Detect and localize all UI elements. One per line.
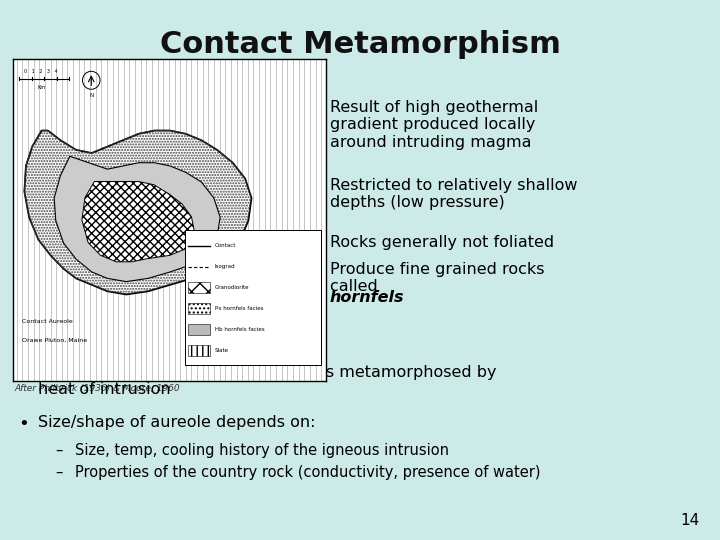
Text: Hb hornfels facies: Hb hornfels facies (215, 327, 264, 332)
Text: Orawe Pluton, Maine: Orawe Pluton, Maine (22, 338, 88, 343)
Text: •: • (318, 100, 329, 118)
Bar (189, 282, 210, 293)
Text: •: • (18, 365, 29, 383)
Text: N: N (89, 93, 94, 98)
Text: Px hornfels facies: Px hornfels facies (215, 306, 264, 311)
Text: Restricted to relatively shallow
depths (low pressure): Restricted to relatively shallow depths … (330, 178, 577, 211)
Text: Slate: Slate (215, 348, 229, 353)
Text: Rocks generally not foliated: Rocks generally not foliated (330, 235, 554, 250)
Bar (189, 303, 210, 314)
Text: •: • (18, 415, 29, 433)
Text: Contact Metamorphism: Contact Metamorphism (160, 30, 560, 59)
Text: 0   1   2   3   4: 0 1 2 3 4 (24, 69, 58, 74)
Text: Size, temp, cooling history of the igneous intrusion: Size, temp, cooling history of the igneo… (75, 443, 449, 458)
Text: Contact aureole = surrounding rocks metamorphosed by
heat of intrusion: Contact aureole = surrounding rocks meta… (38, 365, 497, 397)
Text: Isograd: Isograd (215, 264, 235, 269)
Text: Produce fine grained rocks
called: Produce fine grained rocks called (330, 262, 544, 294)
Bar (189, 345, 210, 356)
Text: –: – (55, 465, 63, 480)
Text: Size/shape of aureole depends on:: Size/shape of aureole depends on: (38, 415, 315, 430)
Text: After Philbrick (1936) & Moore, 1960: After Philbrick (1936) & Moore, 1960 (14, 384, 179, 393)
Text: Contact: Contact (215, 243, 236, 248)
Text: •: • (318, 178, 329, 196)
Text: •: • (318, 235, 329, 253)
Text: •: • (318, 262, 329, 280)
Text: hornfels: hornfels (330, 290, 405, 305)
Text: Granodiorite: Granodiorite (215, 285, 249, 290)
Text: Km: Km (37, 85, 45, 90)
Text: 14: 14 (680, 513, 700, 528)
Text: Result of high geothermal
gradient produced locally
around intruding magma: Result of high geothermal gradient produ… (330, 100, 539, 150)
Text: Properties of the country rock (conductivity, presence of water): Properties of the country rock (conducti… (75, 465, 541, 480)
Text: –: – (55, 443, 63, 458)
Bar (189, 323, 210, 335)
Bar (185, 230, 321, 364)
Text: Contact Aureole: Contact Aureole (22, 319, 73, 324)
